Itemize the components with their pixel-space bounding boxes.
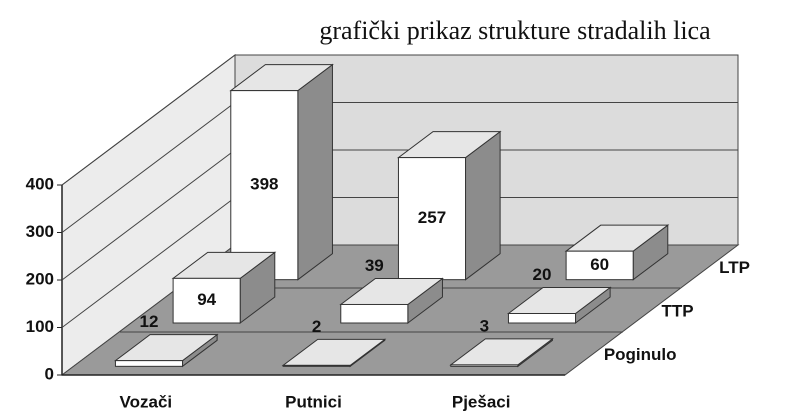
bar-front (172, 277, 241, 324)
data-label: 2 (312, 317, 321, 336)
bar-front (282, 364, 351, 367)
bar (113, 333, 219, 368)
x-tick-label: Vozači (120, 392, 173, 411)
bar-front (397, 157, 467, 281)
bar (281, 338, 387, 368)
data-label: 398 (250, 175, 278, 194)
data-label: 39 (365, 256, 384, 275)
bar-front (507, 313, 577, 324)
data-label: 94 (197, 290, 216, 309)
data-label: 257 (418, 208, 446, 227)
chart-title: grafički prikaz strukture stradalih lica (319, 16, 711, 45)
bar-front (230, 90, 299, 281)
bar-side (297, 63, 333, 281)
data-label: 12 (140, 312, 159, 331)
bar (449, 337, 554, 368)
bar-front (340, 303, 409, 324)
legend-label: TTP (662, 301, 694, 320)
grid-line (61, 54, 738, 186)
bar-front (114, 360, 184, 367)
legend-label: Poginulo (604, 345, 677, 364)
y-tick-label: 0 (45, 364, 54, 383)
data-label: 20 (533, 265, 552, 284)
bar-front (565, 250, 634, 281)
bar (171, 251, 277, 325)
x-tick-label: Pješaci (452, 392, 511, 411)
y-tick-label: 100 (26, 317, 54, 336)
data-label: 60 (590, 255, 609, 274)
bar (506, 286, 612, 325)
bar (396, 130, 502, 281)
data-label: 3 (480, 316, 489, 335)
y-tick-label: 400 (26, 174, 54, 193)
bar (564, 224, 670, 281)
bar (339, 277, 444, 325)
bar (229, 63, 334, 281)
legend-label: LTP (719, 258, 750, 277)
y-tick-label: 300 (26, 222, 54, 241)
y-tick-label: 200 (26, 269, 54, 288)
x-tick-label: Putnici (285, 392, 342, 411)
bar-front (450, 364, 519, 367)
